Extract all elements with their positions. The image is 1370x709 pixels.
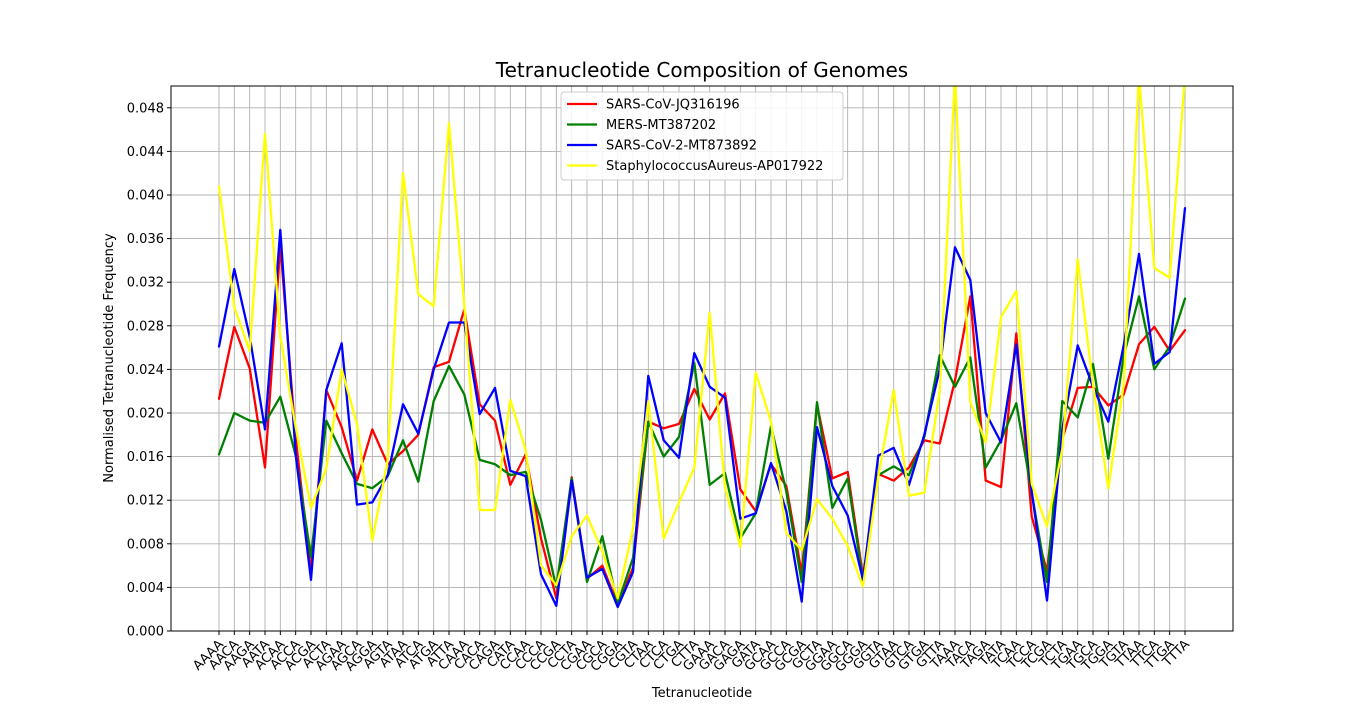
y-tick-label: 0.020: [127, 407, 164, 422]
series-line-staphylococcusaureus-ap017922: [217, 86, 1186, 600]
legend-box: [560, 91, 844, 181]
y-tick-label: 0.048: [127, 101, 164, 116]
y-tick-label: 0.044: [127, 145, 164, 160]
y-tick-label: 0.028: [127, 319, 164, 334]
chart-title: Tetranucleotide Composition of Genomes: [495, 58, 908, 82]
series-line-mers-mt387202: [217, 295, 1187, 605]
legend-entry: SARS-CoV-2-MT873892: [606, 139, 757, 154]
y-tick-label: 0.012: [127, 494, 164, 509]
legend: SARS-CoV-JQ316196 MERS-MT387202 SARS-CoV-2…: [560, 91, 844, 181]
x-axis-label: Tetranucleotide: [651, 686, 752, 701]
legend-entry: SARS-CoV-JQ316196: [606, 98, 740, 113]
series-lines: [217, 86, 1187, 609]
y-tick-label: 0.016: [127, 450, 164, 465]
legend-entry: MERS-MT387202: [606, 118, 716, 133]
y-axis-ticks: 0.000 0.004 0.008 0.012 0.016 0.020 0.024 0.028…: [127, 101, 171, 640]
series-line-sars-cov-2-mt873892: [217, 206, 1187, 609]
y-tick-label: 0.000: [127, 625, 164, 640]
y-tick-label: 0.036: [127, 232, 164, 247]
plot-frame: [170, 85, 1234, 632]
y-tick-label: 0.024: [127, 363, 164, 378]
y-tick-label: 0.004: [127, 581, 164, 596]
y-tick-label: 0.032: [127, 276, 164, 291]
y-tick-label: 0.040: [127, 189, 164, 204]
y-axis-label: Normalised Tetranucleotide Frequency: [102, 233, 117, 483]
y-tick-label: 0.008: [127, 537, 164, 552]
legend-entry: StaphylococcusAureus-AP017922: [606, 159, 823, 174]
